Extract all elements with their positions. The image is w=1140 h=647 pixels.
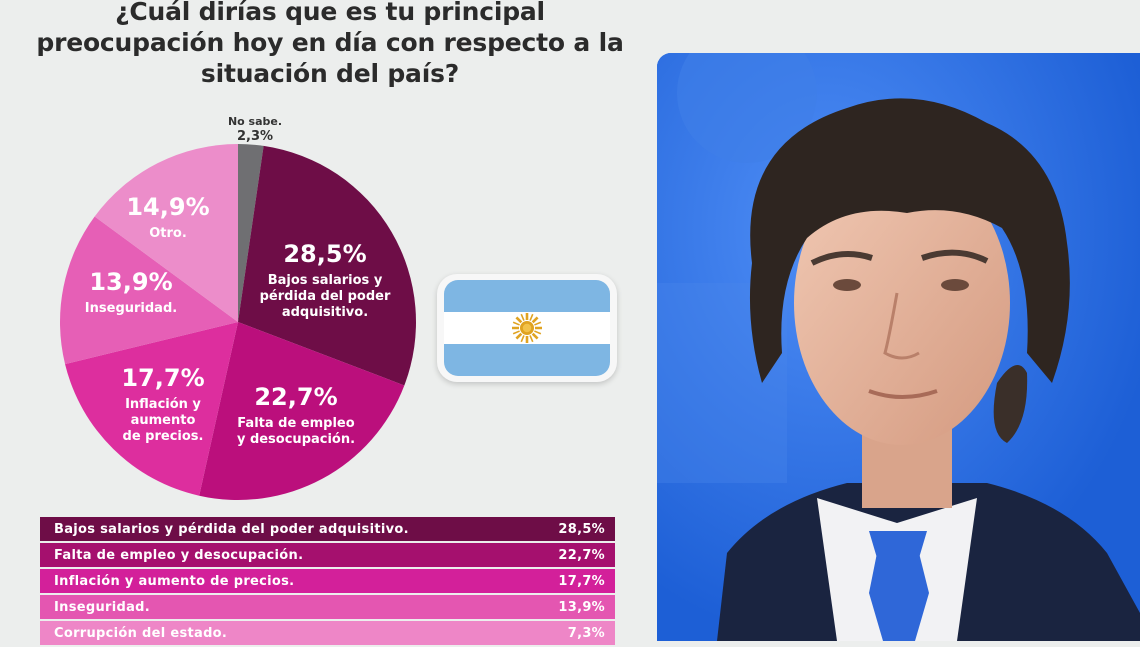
pie-chart: No sabe.2,3% 28,5% Bajos salarios ypérdida… [59,115,416,501]
slice-value-1: 28,5% [283,240,366,268]
pie-slice-2 [199,322,405,501]
slice-label-4-line-0: Inseguridad. [85,301,177,316]
slice-label-3-line-0: Inflación y [125,397,201,412]
slice-label-2-line-0: Falta de empleo [237,416,354,431]
sun-of-may-icon [512,313,542,343]
title-line-2: preocupación hoy en día con respecto a l… [36,28,624,57]
portrait-illustration [657,53,1140,641]
argentina-flag-card [437,274,617,382]
table-row-value: 13,9% [558,599,605,615]
pie-slice-3 [65,322,238,496]
slice-value-5: 14,9% [126,193,209,221]
table-row-value: 7,3% [567,625,605,641]
slice-label-0: No sabe. [228,115,282,128]
slice-value-2: 22,7% [254,383,337,411]
slice-value-4: 13,9% [89,268,172,296]
argentina-flag-icon [444,280,610,376]
slice-label-1-line-0: Bajos salarios y [268,273,383,288]
table-row-label: Falta de empleo y desocupación. [54,547,304,563]
pie-slice-1 [238,145,416,386]
table-row-value: 28,5% [558,521,605,537]
slice-value-0: 2,3% [237,129,273,144]
table-row-label: Bajos salarios y pérdida del poder adqui… [54,521,409,537]
table-row: Bajos salarios y pérdida del poder adqui… [40,517,615,541]
table-row: Inflación y aumento de precios. 17,7% [40,569,615,593]
table-row: Inseguridad. 13,9% [40,595,615,619]
table-row: Falta de empleo y desocupación. 22,7% [40,543,615,567]
slice-label-1-line-2: adquisitivo. [282,305,368,320]
pie-slice-0 [238,144,264,322]
table-row-label: Inseguridad. [54,599,150,615]
table-row-label: Inflación y aumento de precios. [54,573,295,589]
page-title: ¿Cuál dirías que es tu principal preocup… [20,0,640,89]
slice-label-2-line-1: y desocupación. [237,432,355,447]
slice-value-3: 17,7% [121,364,204,392]
pie-slice-4 [59,216,238,365]
portrait-photo [657,53,1140,641]
slice-label-1-line-1: pérdida del poder [260,289,391,304]
table-row-value: 22,7% [558,547,605,563]
results-table: Bajos salarios y pérdida del poder adqui… [40,517,615,647]
slice-label-3-line-1: aumento [131,413,196,428]
table-row: Corrupción del estado. 7,3% [40,621,615,645]
slice-label-3-line-2: de precios. [123,429,204,444]
table-row-value: 17,7% [558,573,605,589]
slice-label-5-line-0: Otro. [149,226,187,241]
pie-slice-5 [94,144,238,322]
title-line-3: situación del país? [200,59,460,88]
table-row-label: Corrupción del estado. [54,625,228,641]
title-line-1: ¿Cuál dirías que es tu principal [115,0,545,26]
